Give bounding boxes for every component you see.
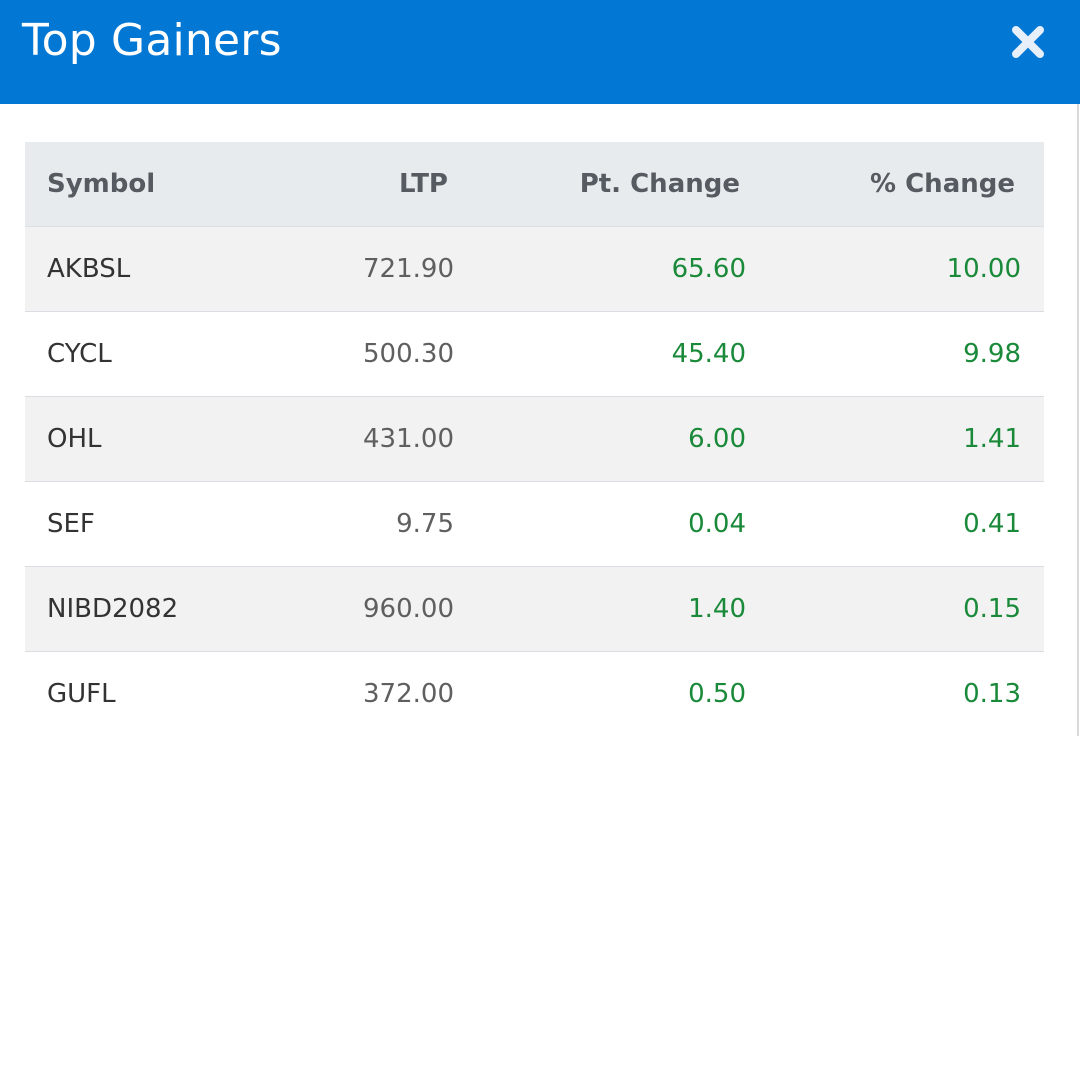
modal-header: Top Gainers	[0, 0, 1080, 104]
row-ltp: 721.90	[363, 254, 454, 284]
table-header-row: Symbol LTP Pt. Change % Change	[25, 142, 1044, 227]
row-symbol: OHL	[47, 424, 102, 454]
row-symbol: NIBD2082	[47, 594, 179, 624]
table-row[interactable]: NIBD2082 960.00 1.40 0.15	[25, 567, 1044, 652]
row-ltp: 960.00	[363, 594, 454, 624]
row-pct-change: 0.41	[963, 509, 1021, 539]
row-pct-change: 10.00	[946, 254, 1021, 284]
close-icon	[1012, 26, 1044, 58]
close-button[interactable]	[1008, 22, 1048, 62]
modal-right-border	[1077, 104, 1079, 736]
row-pct-change: 1.41	[963, 424, 1021, 454]
table-row[interactable]: GUFL 372.00 0.50 0.13	[25, 652, 1044, 737]
row-symbol: GUFL	[47, 679, 116, 709]
gainers-table: Symbol LTP Pt. Change % Change AKBSL 721…	[25, 142, 1044, 737]
row-pct-change: 0.13	[963, 679, 1021, 709]
row-ltp: 9.75	[396, 509, 454, 539]
row-pt-change: 0.50	[688, 679, 746, 709]
table-row[interactable]: SEF 9.75 0.04 0.41	[25, 482, 1044, 567]
table-row[interactable]: OHL 431.00 6.00 1.41	[25, 397, 1044, 482]
header-pt-change[interactable]: Pt. Change	[579, 169, 740, 199]
header-pct-change[interactable]: % Change	[870, 169, 1015, 199]
row-pt-change: 6.00	[688, 424, 746, 454]
row-ltp: 431.00	[363, 424, 454, 454]
row-pt-change: 65.60	[671, 254, 746, 284]
row-ltp: 500.30	[363, 339, 454, 369]
row-pct-change: 9.98	[963, 339, 1021, 369]
row-pt-change: 0.04	[688, 509, 746, 539]
row-pt-change: 1.40	[688, 594, 746, 624]
row-symbol: SEF	[47, 509, 95, 539]
row-ltp: 372.00	[363, 679, 454, 709]
row-symbol: AKBSL	[47, 254, 131, 284]
header-symbol[interactable]: Symbol	[47, 169, 156, 199]
header-ltp[interactable]: LTP	[398, 169, 448, 199]
row-pct-change: 0.15	[963, 594, 1021, 624]
modal-title: Top Gainers	[22, 15, 282, 66]
row-symbol: CYCL	[47, 339, 112, 369]
row-pt-change: 45.40	[671, 339, 746, 369]
table-row[interactable]: CYCL 500.30 45.40 9.98	[25, 312, 1044, 397]
table-row[interactable]: AKBSL 721.90 65.60 10.00	[25, 227, 1044, 312]
